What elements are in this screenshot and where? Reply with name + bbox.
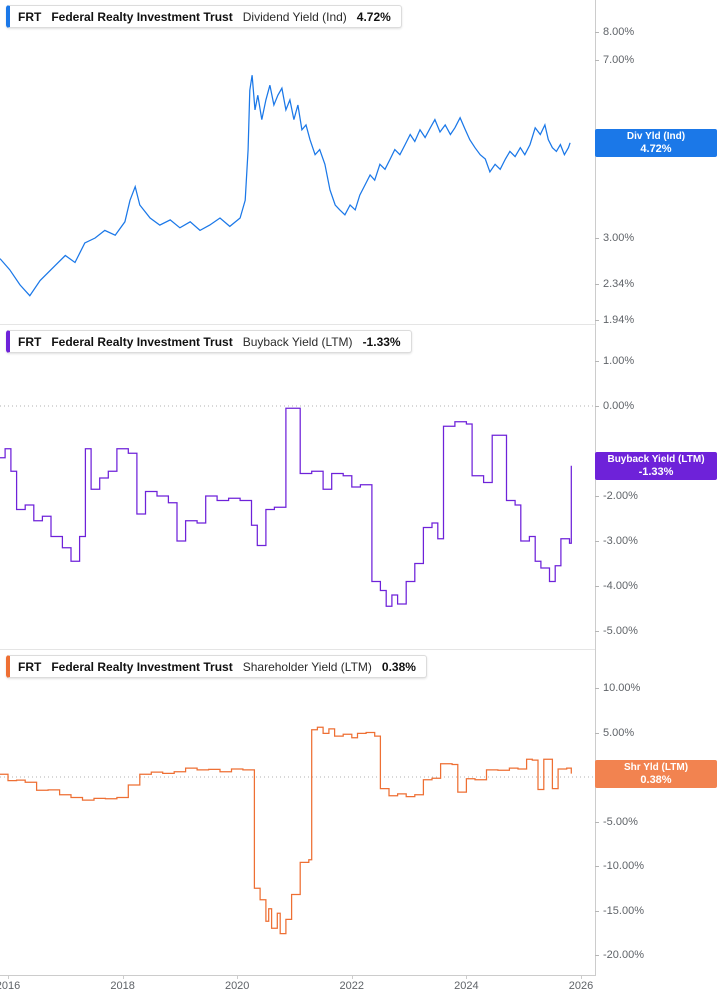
metric-name: Shareholder Yield (LTM) [242,659,372,674]
y-tick-label: -20.00% [595,948,644,962]
y-tick-mark [595,540,599,542]
legend-shareholder-yield[interactable]: FRT Federal Realty Investment Trust Shar… [6,655,427,678]
y-tick-mark [595,283,599,285]
badge-label: Shr Yld (LTM) [623,761,689,773]
x-axis-label: 2022 [339,980,365,992]
shareholder-yield-chart-plot[interactable] [0,650,595,975]
y-tick-label: 10.00% [595,681,640,695]
last-value-badge-div-yld: Div Yld (Ind) 4.72% [595,128,717,157]
y-tick-label: 2.34% [595,277,634,291]
buyback-yield-ltm--series-line [0,407,572,607]
x-axis-line [0,975,596,976]
y-tick-mark [595,954,599,956]
x-tick-mark [122,975,124,979]
y-tick-label: -2.00% [595,489,638,503]
badge-value: 0.38% [640,773,672,786]
y-tick-mark [595,687,599,689]
x-axis-label: 2020 [224,980,250,992]
panel-divider [0,324,595,325]
y-tick-mark [595,630,599,632]
shr-yld-ltm--series-line [0,726,572,935]
y-axis-line [595,0,596,975]
div-yld-ind--series-line [0,75,571,297]
ticker-symbol: FRT [18,659,42,674]
metric-value: 4.72% [356,9,391,24]
x-axis-label: 2018 [110,980,135,992]
metric-name: Dividend Yield (Ind) [242,9,347,24]
metric-value: 0.38% [381,659,416,674]
y-tick-label: -5.00% [595,624,638,638]
ticker-symbol: FRT [18,334,42,349]
x-tick-mark [8,975,9,979]
y-tick-mark [595,319,599,321]
company-name: Federal Realty Investment Trust [51,659,233,674]
y-tick-mark [595,59,599,61]
last-value-badge-buyback-yield: Buyback Yield (LTM) -1.33% [595,451,717,480]
metric-value: -1.33% [362,334,401,349]
y-tick-label: 0.00% [595,399,634,413]
x-tick-mark [581,975,582,979]
y-tick-label: -5.00% [595,815,638,829]
y-tick-label: -10.00% [595,859,644,873]
y-tick-mark [595,732,599,734]
legend-buyback-yield[interactable]: FRT Federal Realty Investment Trust Buyb… [6,330,412,353]
x-axis-label: 2024 [454,980,479,992]
buyback-yield-chart-plot[interactable] [0,325,595,650]
y-tick-mark [595,495,599,497]
y-tick-label: 1.00% [595,354,634,368]
company-name: Federal Realty Investment Trust [51,9,233,24]
legend-dividend-yield[interactable]: FRT Federal Realty Investment Trust Divi… [6,5,402,28]
y-tick-label: 7.00% [595,53,634,67]
badge-value: -1.33% [638,465,674,478]
y-tick-mark [595,821,599,823]
x-axis-label: 2016 [0,980,21,992]
x-axis-label: 2026 [568,980,594,992]
chart-panel-shareholder-yield: FRT Federal Realty Investment Trust Shar… [0,650,717,975]
metric-name: Buyback Yield (LTM) [242,334,353,349]
y-tick-mark [595,910,599,912]
last-value-badge-shareholder-yield: Shr Yld (LTM) 0.38% [595,759,717,788]
y-tick-label: 8.00% [595,25,634,39]
y-tick-label: 5.00% [595,726,634,740]
x-tick-mark [466,975,468,979]
y-tick-label: -3.00% [595,534,638,548]
y-tick-mark [595,585,599,587]
y-tick-label: -15.00% [595,904,644,918]
badge-value: 4.72% [640,142,672,155]
y-tick-label: 1.94% [595,313,634,327]
y-tick-mark [595,405,599,407]
x-tick-mark [351,975,353,979]
badge-label: Div Yld (Ind) [626,130,686,142]
ticker-symbol: FRT [18,9,42,24]
y-tick-label: 3.00% [595,231,634,245]
y-tick-label: -4.00% [595,579,638,593]
panel-divider [0,649,595,650]
dividend-yield-chart-plot[interactable] [0,0,595,325]
chart-panel-dividend-yield: FRT Federal Realty Investment Trust Divi… [0,0,717,327]
y-tick-mark [595,865,599,867]
badge-label: Buyback Yield (LTM) [607,453,705,465]
y-tick-mark [595,237,599,239]
y-tick-mark [595,360,599,362]
chart-panel-buyback-yield: FRT Federal Realty Investment Trust Buyb… [0,325,717,650]
company-name: Federal Realty Investment Trust [51,334,233,349]
y-tick-mark [595,31,599,33]
x-tick-mark [237,975,239,979]
